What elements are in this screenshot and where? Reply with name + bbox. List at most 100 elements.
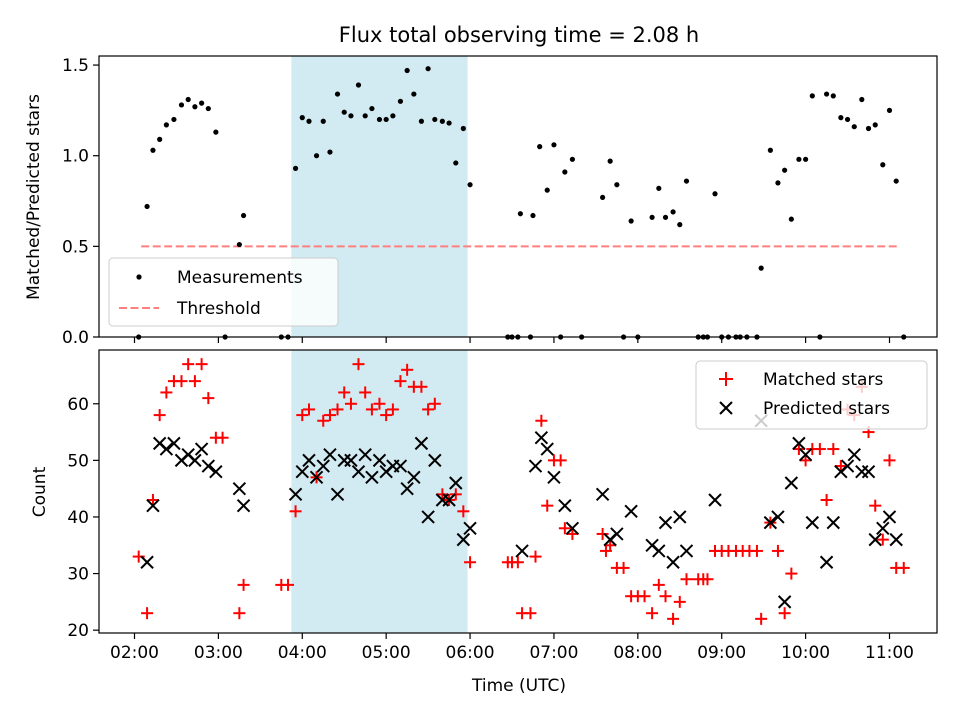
predicted-star-point — [372, 453, 387, 468]
matched-star-point — [883, 454, 896, 467]
measurement-point — [830, 93, 836, 99]
x-axis-label: Time (UTC) — [471, 676, 566, 696]
matched-star-point — [541, 499, 554, 512]
matched-star-point — [296, 409, 309, 422]
predicted-star-point — [777, 595, 792, 609]
predicted-star-point — [673, 510, 687, 524]
measurement-point — [880, 162, 886, 168]
matched-star-point — [175, 375, 188, 388]
matched-star-point — [428, 397, 441, 410]
matched-star-point — [792, 443, 805, 456]
measurement-point — [411, 91, 417, 97]
matched-star-point — [827, 443, 840, 456]
predicted-star-point — [140, 555, 154, 569]
measurement-point — [432, 116, 438, 123]
matched-star-point — [415, 380, 428, 393]
predicted-star-point — [547, 470, 561, 485]
predicted-star-point — [236, 498, 251, 513]
measurement-point — [292, 165, 299, 171]
predicted-star-point — [421, 510, 435, 524]
predicted-star-point — [876, 521, 890, 535]
measurement-point — [299, 115, 305, 121]
matched-star-point — [701, 573, 714, 586]
matched-star-point — [785, 567, 798, 580]
measurements-legend-marker — [136, 274, 142, 280]
measurement-point — [327, 149, 333, 155]
measurement-point — [712, 191, 718, 197]
top-y-ticks: 0.0 0.5 1.0 1.5 — [62, 56, 99, 348]
measurement-point — [537, 144, 543, 150]
measurement-point — [383, 116, 389, 123]
measurement-point — [823, 91, 830, 97]
predicted-star-point — [565, 521, 580, 535]
top-x-ticks — [133, 337, 891, 343]
measurement-point — [600, 194, 606, 201]
measurement-point — [341, 109, 347, 115]
matched-star-point — [317, 414, 330, 427]
measurement-point — [404, 67, 410, 74]
matched-star-point — [359, 386, 372, 399]
predicted-star-point — [295, 464, 309, 479]
predicted-star-point — [302, 453, 316, 468]
top-y-tick-label: 1.5 — [62, 56, 89, 76]
predicted-star-point — [819, 555, 834, 569]
predicted-star-point — [414, 436, 429, 451]
matched-star-point — [876, 533, 889, 546]
predicted-star-point — [188, 453, 202, 468]
measurement-point — [886, 107, 893, 113]
matched-star-point — [897, 561, 910, 574]
matched-star-point — [380, 409, 393, 422]
bottom-plot-frame — [98, 349, 938, 634]
x-tick-label: 04:00 — [278, 643, 327, 663]
measurement-point — [467, 182, 473, 188]
bottom-x-ticks: 02:00 03:00 04:00 05:00 06:00 07:00 08:00 09:00… — [110, 633, 914, 663]
predicted-star-point — [232, 481, 247, 496]
measurement-point — [205, 105, 211, 112]
x-tick-label: 07:00 — [529, 643, 578, 663]
measurement-point — [803, 156, 809, 162]
measurement-point — [192, 104, 198, 110]
bottom-y-tick-label: 30 — [67, 565, 89, 585]
predicted-star-point — [309, 470, 324, 485]
top-legend: Measurements Threshold — [108, 257, 339, 327]
measurement-point — [171, 116, 177, 123]
measurement-point — [313, 153, 320, 159]
matched-stars-layer — [132, 358, 910, 625]
predicted-star-point — [330, 487, 345, 502]
matched-star-point — [188, 375, 201, 388]
measurement-point — [306, 118, 312, 124]
matched-star-point — [237, 578, 250, 591]
matched-star-point — [617, 561, 630, 574]
predicted-star-point — [624, 504, 638, 519]
bottom-y-axis-label: Count — [30, 466, 50, 517]
matched-star-point — [457, 505, 470, 518]
matched-star-point — [778, 607, 791, 620]
measurement-point — [163, 122, 169, 128]
predicted-star-point — [463, 521, 477, 535]
predicted-star-point — [442, 493, 456, 507]
measurement-point — [893, 178, 899, 184]
measurement-point — [185, 96, 191, 103]
measurement-point — [150, 147, 156, 153]
measurement-point — [390, 113, 396, 119]
top-y-tick-label: 0.5 — [62, 237, 89, 257]
measurement-point — [628, 218, 634, 224]
measurement-point — [453, 160, 459, 166]
measurement-point — [178, 102, 185, 108]
predicted-star-point — [540, 442, 554, 456]
measurement-point — [656, 185, 662, 191]
measurement-point — [236, 241, 242, 248]
predicted-star-point — [595, 487, 610, 502]
matched-star-point — [323, 409, 336, 422]
measurement-point — [551, 142, 557, 148]
predicted-star-point — [167, 436, 181, 451]
predicted-star-point — [882, 510, 897, 524]
measurement-point — [439, 118, 445, 124]
measurement-point — [544, 187, 550, 193]
measurement-point — [872, 122, 878, 128]
predicted-star-point — [323, 448, 337, 462]
predicted-star-point — [798, 448, 813, 462]
measurement-point — [562, 169, 568, 175]
predicted-star-point — [679, 544, 694, 558]
